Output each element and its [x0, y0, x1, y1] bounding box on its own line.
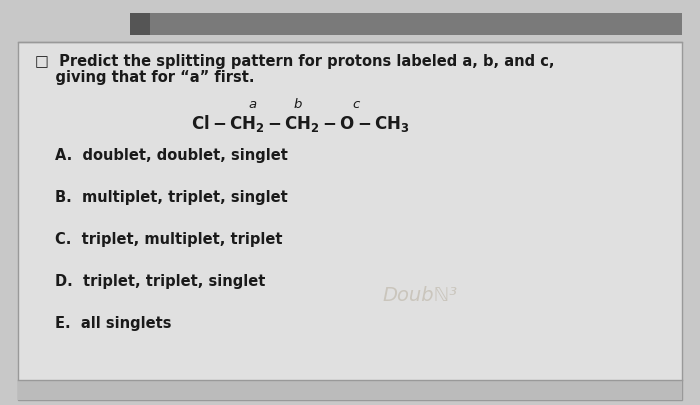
Text: □  Predict the splitting pattern for protons labeled a, b, and c,: □ Predict the splitting pattern for prot… [35, 54, 554, 69]
Text: giving that for “a” first.: giving that for “a” first. [35, 70, 255, 85]
FancyBboxPatch shape [18, 43, 682, 400]
Text: B.  multiplet, triplet, singlet: B. multiplet, triplet, singlet [55, 190, 288, 205]
Text: D.  triplet, triplet, singlet: D. triplet, triplet, singlet [55, 273, 265, 288]
Text: a: a [249, 98, 257, 111]
Text: c: c [352, 98, 360, 111]
Text: $\mathbf{Cl-CH_2-CH_2-O-CH_3}$: $\mathbf{Cl-CH_2-CH_2-O-CH_3}$ [190, 113, 410, 134]
Text: E.  all singlets: E. all singlets [55, 315, 172, 330]
Text: Doubℕ³: Doubℕ³ [382, 286, 458, 305]
Text: C.  triplet, multiplet, triplet: C. triplet, multiplet, triplet [55, 231, 283, 246]
Text: b: b [294, 98, 302, 111]
FancyBboxPatch shape [18, 380, 682, 400]
FancyBboxPatch shape [130, 14, 150, 36]
Text: A.  doublet, doublet, singlet: A. doublet, doublet, singlet [55, 148, 288, 162]
FancyBboxPatch shape [130, 14, 682, 36]
